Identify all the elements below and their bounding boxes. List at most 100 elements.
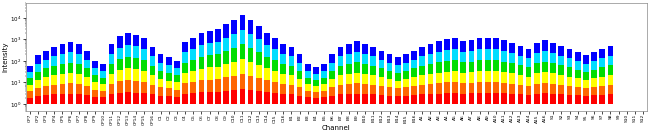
Bar <box>346 64 352 74</box>
Bar <box>190 82 196 93</box>
Bar <box>419 75 425 85</box>
Bar <box>280 44 286 54</box>
Bar <box>84 95 90 104</box>
Bar <box>534 94 540 104</box>
Bar <box>133 46 139 58</box>
Bar <box>370 94 376 104</box>
Bar <box>133 81 139 92</box>
Bar <box>199 92 204 104</box>
Bar <box>166 57 172 65</box>
Bar <box>27 72 32 79</box>
Bar <box>558 46 564 56</box>
Bar <box>68 63 73 73</box>
Bar <box>542 51 548 62</box>
Bar <box>190 49 196 60</box>
Bar <box>27 85 32 91</box>
Bar <box>599 58 605 68</box>
Bar <box>599 86 605 95</box>
Bar <box>27 98 32 104</box>
Bar <box>428 94 434 104</box>
Bar <box>526 68 532 77</box>
Bar <box>256 78 261 91</box>
Bar <box>411 59 417 68</box>
Bar <box>68 83 73 94</box>
Bar <box>215 54 221 67</box>
Bar <box>592 95 597 104</box>
Bar <box>444 82 450 93</box>
Bar <box>517 85 523 94</box>
Bar <box>264 45 270 57</box>
Bar <box>125 80 131 92</box>
Bar <box>35 88 41 96</box>
Bar <box>256 65 261 78</box>
Bar <box>370 66 376 75</box>
Bar <box>190 60 196 71</box>
Bar <box>297 54 302 63</box>
Bar <box>460 83 466 94</box>
Bar <box>551 94 556 104</box>
Bar <box>428 44 434 54</box>
Bar <box>84 51 90 59</box>
Bar <box>223 38 229 51</box>
Bar <box>330 71 335 79</box>
Bar <box>297 96 302 104</box>
Bar <box>337 47 343 56</box>
Bar <box>517 65 523 75</box>
Bar <box>150 75 155 85</box>
Bar <box>150 94 155 104</box>
X-axis label: Channel: Channel <box>322 125 351 131</box>
Bar <box>223 24 229 38</box>
Bar <box>150 56 155 66</box>
Bar <box>44 77 49 86</box>
Bar <box>109 84 114 94</box>
Bar <box>575 70 580 78</box>
Bar <box>517 75 523 85</box>
Bar <box>395 88 400 96</box>
Bar <box>436 73 441 83</box>
Bar <box>76 54 82 64</box>
Bar <box>403 96 409 104</box>
Bar <box>60 54 65 64</box>
Bar <box>354 94 359 104</box>
Bar <box>567 77 573 86</box>
Bar <box>362 84 368 94</box>
Bar <box>280 84 286 94</box>
Bar <box>370 75 376 85</box>
Bar <box>452 38 458 49</box>
Bar <box>608 75 614 85</box>
Bar <box>199 69 204 81</box>
Bar <box>101 84 106 91</box>
Bar <box>223 77 229 91</box>
Bar <box>534 53 540 63</box>
Bar <box>387 96 393 104</box>
Bar <box>534 84 540 94</box>
Bar <box>101 64 106 71</box>
Bar <box>395 73 400 81</box>
Bar <box>305 71 311 77</box>
Bar <box>248 34 254 48</box>
Bar <box>346 54 352 64</box>
Bar <box>370 56 376 66</box>
Bar <box>485 71 491 82</box>
Bar <box>92 97 98 104</box>
Bar <box>354 83 359 94</box>
Bar <box>297 88 302 96</box>
Bar <box>354 52 359 62</box>
Bar <box>199 45 204 57</box>
Bar <box>51 66 57 75</box>
Bar <box>460 73 466 83</box>
Bar <box>469 40 474 51</box>
Bar <box>419 56 425 66</box>
Bar <box>436 52 441 62</box>
Bar <box>133 92 139 104</box>
Bar <box>215 79 221 92</box>
Bar <box>133 58 139 70</box>
Bar <box>158 79 163 88</box>
Bar <box>248 90 254 104</box>
Bar <box>608 46 614 56</box>
Bar <box>272 93 278 104</box>
Bar <box>199 33 204 45</box>
Bar <box>84 59 90 68</box>
Bar <box>174 82 180 90</box>
Bar <box>403 54 409 63</box>
